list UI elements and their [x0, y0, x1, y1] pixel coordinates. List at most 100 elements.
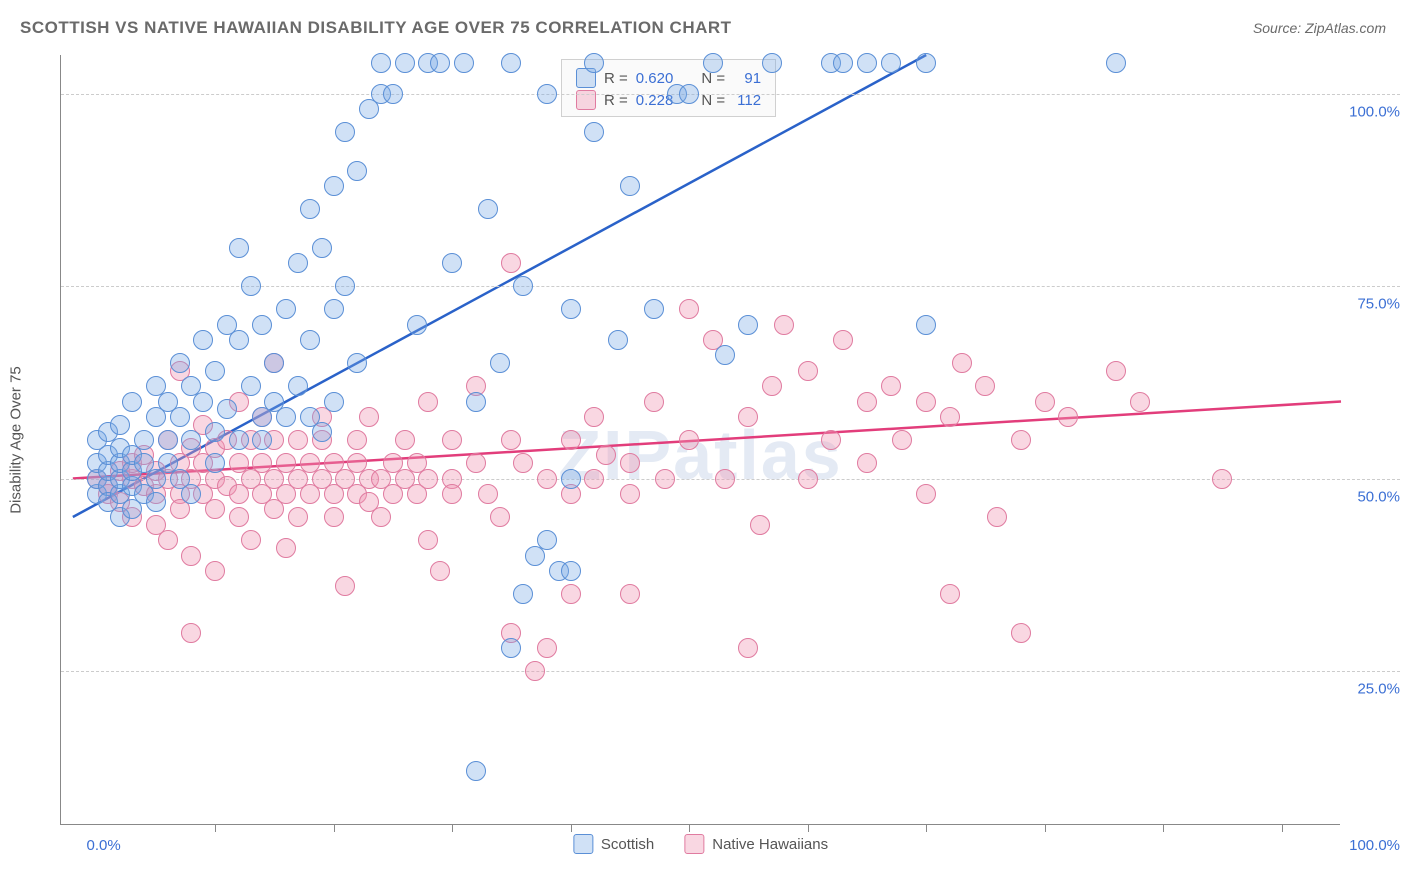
legend-label-hawaiian: Native Hawaiians — [712, 836, 828, 853]
data-point-scottish — [478, 199, 498, 219]
data-point-hawaiian — [229, 484, 249, 504]
data-point-hawaiian — [490, 507, 510, 527]
data-point-scottish — [205, 422, 225, 442]
data-point-scottish — [252, 407, 272, 427]
data-point-scottish — [264, 353, 284, 373]
data-point-hawaiian — [193, 415, 213, 435]
data-point-scottish — [347, 161, 367, 181]
data-point-hawaiian — [418, 392, 438, 412]
data-point-scottish — [205, 453, 225, 473]
ytick-label: 50.0% — [1345, 488, 1400, 505]
data-point-hawaiian — [561, 484, 581, 504]
data-point-scottish — [442, 253, 462, 273]
data-point-hawaiian — [229, 392, 249, 412]
data-point-scottish — [158, 392, 178, 412]
data-point-scottish — [821, 53, 841, 73]
data-point-hawaiian — [857, 453, 877, 473]
data-point-scottish — [134, 484, 154, 504]
data-point-hawaiian — [300, 484, 320, 504]
data-point-hawaiian — [276, 453, 296, 473]
data-point-scottish — [1106, 53, 1126, 73]
data-point-hawaiian — [371, 507, 391, 527]
data-point-hawaiian — [359, 407, 379, 427]
data-point-hawaiian — [395, 430, 415, 450]
data-point-scottish — [324, 392, 344, 412]
data-point-hawaiian — [975, 376, 995, 396]
data-point-hawaiian — [193, 453, 213, 473]
data-point-hawaiian — [1011, 623, 1031, 643]
gridline — [61, 671, 1400, 672]
data-point-hawaiian — [217, 430, 237, 450]
data-point-scottish — [122, 499, 142, 519]
data-point-hawaiian — [1035, 392, 1055, 412]
data-point-scottish — [264, 392, 284, 412]
data-point-scottish — [561, 299, 581, 319]
data-point-hawaiian — [347, 430, 367, 450]
data-point-scottish — [418, 53, 438, 73]
data-point-scottish — [170, 407, 190, 427]
data-point-hawaiian — [158, 530, 178, 550]
data-point-hawaiian — [264, 499, 284, 519]
data-point-hawaiian — [300, 453, 320, 473]
data-point-hawaiian — [170, 499, 190, 519]
data-point-hawaiian — [276, 538, 296, 558]
data-point-hawaiian — [987, 507, 1007, 527]
legend-item-scottish: Scottish — [573, 834, 654, 854]
data-point-hawaiian — [679, 299, 699, 319]
data-point-hawaiian — [466, 376, 486, 396]
xtick — [334, 824, 335, 832]
data-point-scottish — [146, 407, 166, 427]
data-point-hawaiian — [122, 453, 142, 473]
data-point-scottish — [881, 53, 901, 73]
data-point-scottish — [288, 376, 308, 396]
data-point-scottish — [98, 492, 118, 512]
source-credit: Source: ZipAtlas.com — [1253, 20, 1386, 36]
data-point-hawaiian — [442, 484, 462, 504]
data-point-hawaiian — [98, 484, 118, 504]
data-point-hawaiian — [1011, 430, 1031, 450]
data-point-hawaiian — [644, 392, 664, 412]
data-point-scottish — [537, 530, 557, 550]
data-point-scottish — [738, 315, 758, 335]
data-point-hawaiian — [335, 576, 355, 596]
data-point-scottish — [252, 430, 272, 450]
data-point-scottish — [916, 315, 936, 335]
data-point-scottish — [715, 345, 735, 365]
data-point-hawaiian — [881, 376, 901, 396]
watermark: ZIPatlas — [558, 415, 842, 495]
data-point-hawaiian — [561, 584, 581, 604]
data-point-scottish — [110, 438, 130, 458]
data-point-hawaiian — [324, 484, 344, 504]
series-legend: Scottish Native Hawaiians — [573, 834, 828, 854]
xtick-label-max: 100.0% — [1349, 837, 1400, 854]
data-point-hawaiian — [478, 484, 498, 504]
data-point-hawaiian — [738, 407, 758, 427]
data-point-scottish — [158, 430, 178, 450]
data-point-scottish — [134, 430, 154, 450]
data-point-hawaiian — [857, 392, 877, 412]
data-point-scottish — [229, 330, 249, 350]
xtick — [1282, 824, 1283, 832]
data-point-hawaiian — [774, 315, 794, 335]
xtick — [1045, 824, 1046, 832]
data-point-hawaiian — [229, 507, 249, 527]
data-point-scottish — [312, 238, 332, 258]
data-point-scottish — [300, 407, 320, 427]
data-point-hawaiian — [703, 330, 723, 350]
data-point-hawaiian — [312, 430, 332, 450]
data-point-scottish — [359, 99, 379, 119]
data-point-hawaiian — [952, 353, 972, 373]
xtick — [808, 824, 809, 832]
data-point-scottish — [158, 453, 178, 473]
source-label: Source: — [1253, 20, 1305, 36]
data-point-hawaiian — [418, 530, 438, 550]
data-point-scottish — [146, 376, 166, 396]
data-point-scottish — [229, 430, 249, 450]
scottish-r-value: 0.620 — [636, 70, 674, 87]
data-point-scottish — [122, 445, 142, 465]
data-point-scottish — [98, 445, 118, 465]
legend-swatch-scottish — [573, 834, 593, 854]
gridline — [61, 479, 1400, 480]
data-point-hawaiian — [241, 530, 261, 550]
data-point-scottish — [490, 353, 510, 373]
